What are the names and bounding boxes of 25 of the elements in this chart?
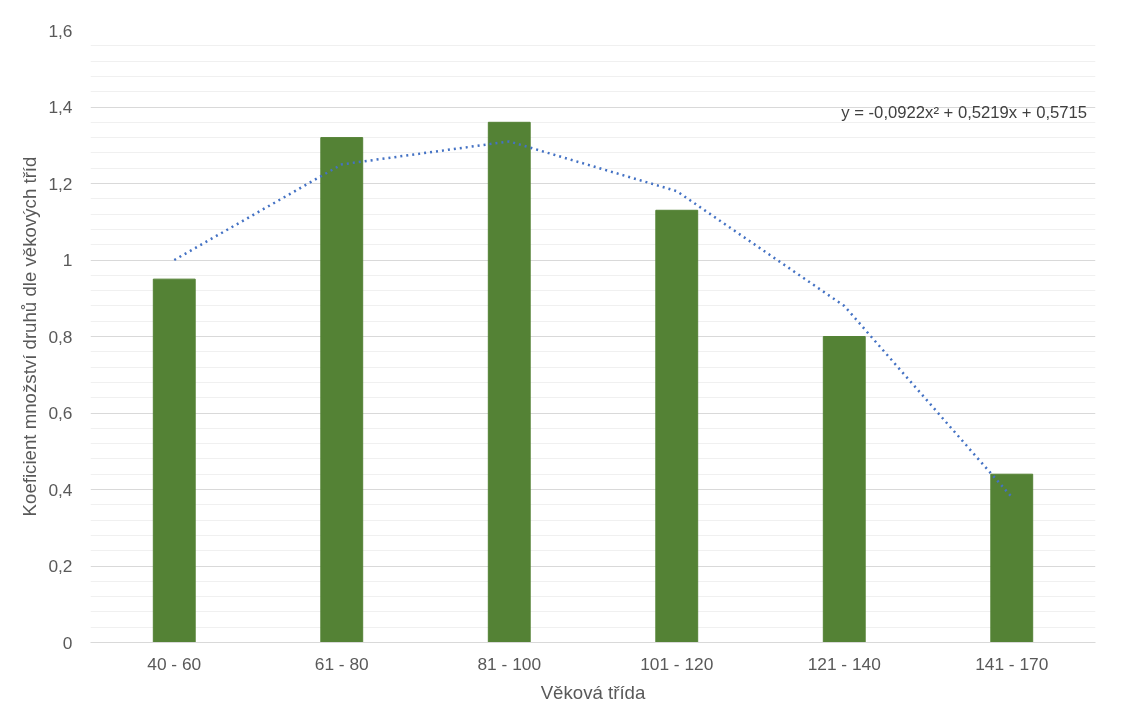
- y-tick-label: 0: [62, 632, 73, 653]
- bar: [655, 209, 699, 643]
- x-tick-label: 121 - 140: [807, 653, 881, 674]
- y-axis-title: Koeficient množství druhů dle věkových tříd: [19, 156, 41, 517]
- y-tick-label: 0,2: [48, 556, 73, 576]
- bar: [990, 473, 1034, 643]
- y-tick-label: 0,8: [48, 326, 73, 347]
- bar: [320, 137, 364, 643]
- annotation: y = -0,0922x² + 0,5219x + 0,5715: [841, 103, 1088, 123]
- x-tick-label: 81 - 100: [477, 653, 542, 674]
- x-axis-title: Věková třída: [540, 681, 646, 703]
- x-tick-label: 40 - 60: [147, 653, 202, 674]
- x-tick-label: 61 - 80: [314, 653, 369, 674]
- y-tick-label: 0,6: [48, 403, 73, 423]
- x-tick-label: 101 - 120: [640, 653, 714, 674]
- line-series: [173, 140, 1013, 499]
- x-tick-label: 141 - 170: [975, 653, 1049, 674]
- y-tick-label: 1,6: [48, 20, 73, 41]
- y-tick-label: 0,4: [48, 479, 73, 500]
- y-tick-label: 1,4: [48, 97, 73, 117]
- y-tick-label: 1,2: [48, 173, 73, 194]
- bar: [152, 278, 196, 643]
- y-tick-label: 1: [62, 250, 73, 270]
- bar: [822, 336, 866, 643]
- bar: [487, 121, 531, 643]
